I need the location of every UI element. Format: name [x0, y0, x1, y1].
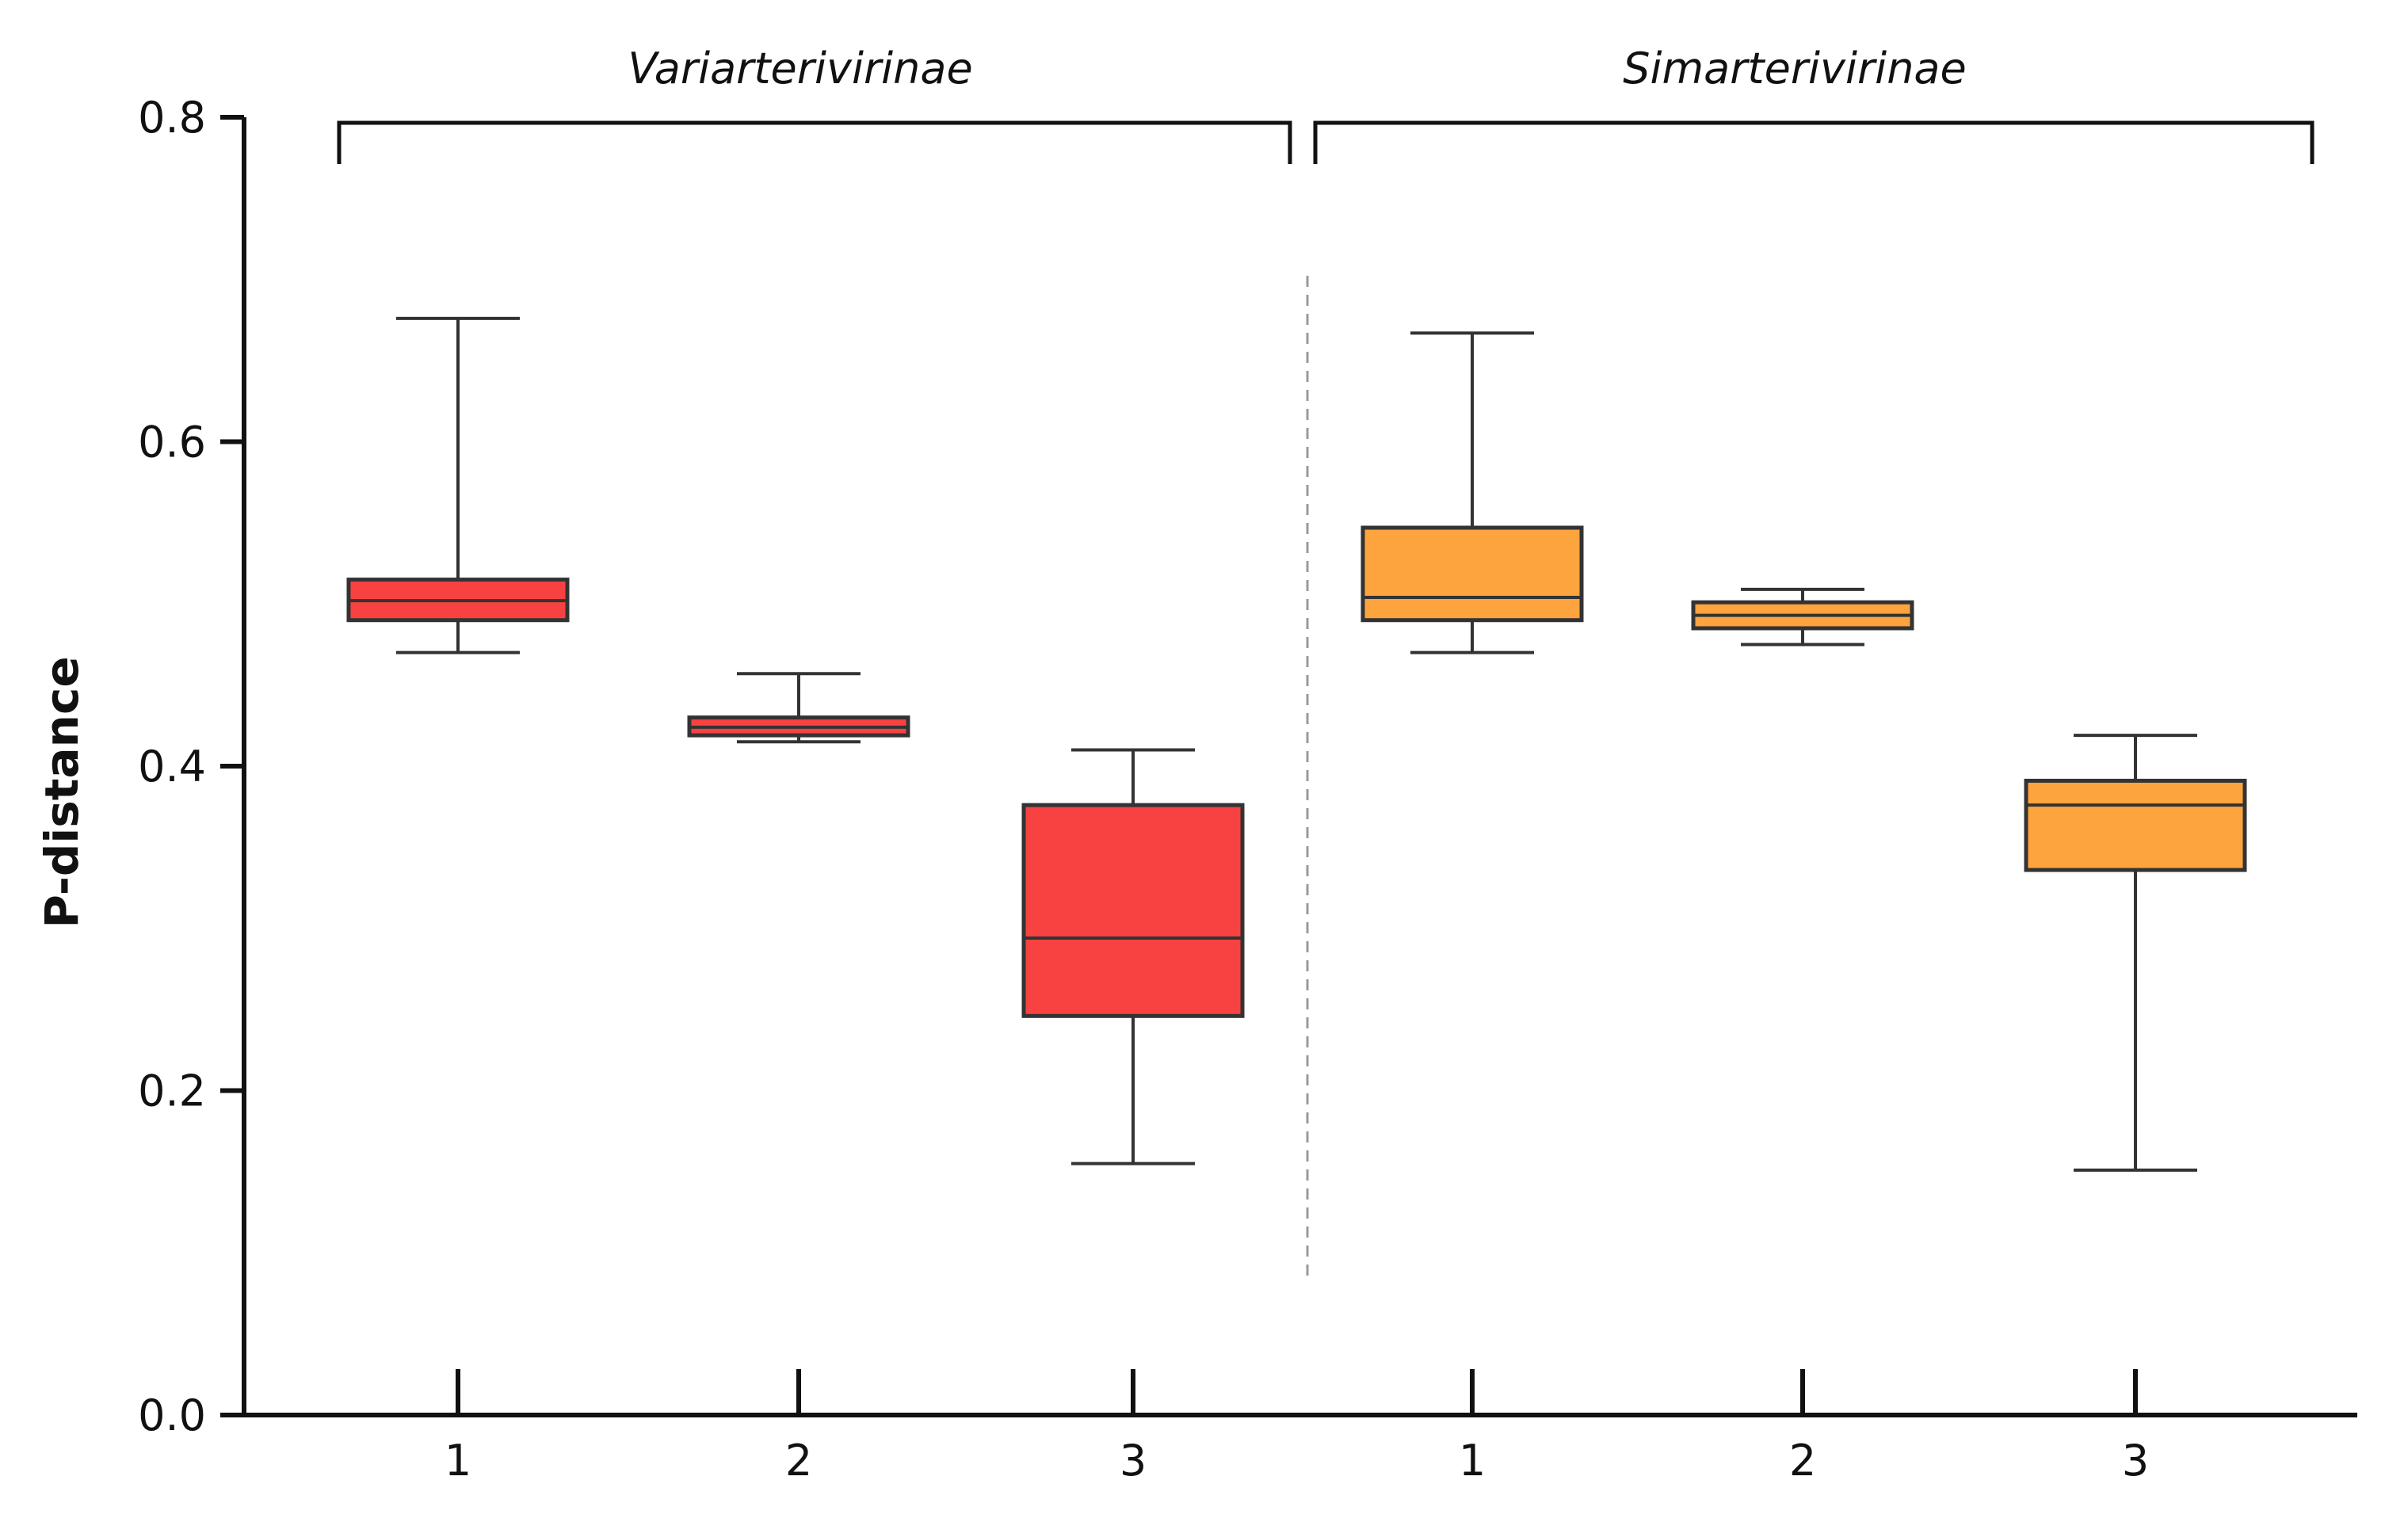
x-tick-label: 3 — [1120, 1436, 1147, 1486]
y-tick-label: 0.4 — [138, 742, 206, 792]
y-tick-label: 0.6 — [138, 418, 206, 467]
y-tick-label: 0.8 — [138, 93, 206, 143]
group-bracket — [337, 120, 1292, 164]
axes: 0.0 0.2 0.4 0.6 0.8 1 2 3 1 2 3 — [138, 93, 2357, 1486]
box-iqr — [1021, 803, 1245, 1018]
labels: P-distance Variarterivirinae Simarterivi… — [35, 44, 1967, 929]
group-bracket — [1313, 120, 2315, 164]
box-iqr — [2024, 778, 2247, 872]
boxes — [346, 316, 2247, 1172]
y-tick-label: 0.2 — [138, 1066, 206, 1116]
x-tick-label: 3 — [2122, 1436, 2149, 1486]
x-tick-label: 1 — [1459, 1436, 1486, 1486]
group-label-variarterivirinae: Variarterivirinae — [628, 44, 972, 93]
x-tick-label: 2 — [785, 1436, 812, 1486]
x-tick-label: 2 — [1789, 1436, 1816, 1486]
y-axis-label: P-distance — [35, 656, 89, 928]
box-iqr — [1360, 525, 1584, 623]
y-tick-label: 0.0 — [138, 1390, 206, 1440]
x-tick-label: 1 — [445, 1436, 471, 1486]
group-label-simarterivirinae: Simarterivirinae — [1623, 44, 1966, 93]
